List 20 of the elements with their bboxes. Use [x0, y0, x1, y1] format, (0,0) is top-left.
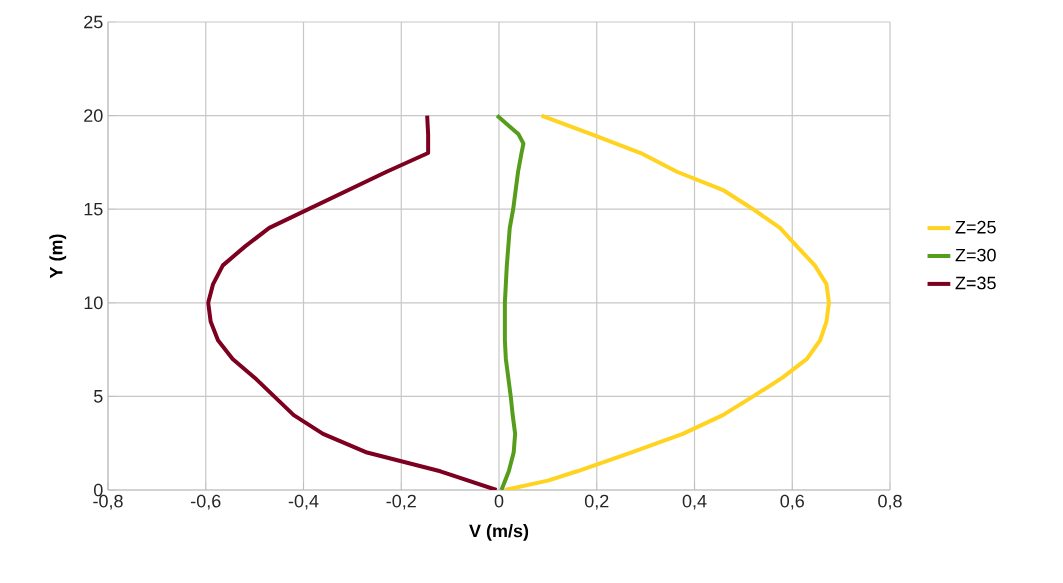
y-tick-label: 5: [93, 390, 103, 403]
y-tick-label: 10: [84, 296, 103, 310]
y-tick-label: 20: [84, 109, 103, 122]
x-tick-label: 0,8: [878, 494, 902, 510]
x-tick-label: 0,4: [682, 494, 707, 510]
y-tick-label: 15: [84, 202, 103, 216]
y-axis-title: Y (m): [49, 234, 67, 279]
x-tick-label: -0,6: [191, 494, 221, 510]
x-axis-title: V (m/s): [469, 524, 529, 541]
line-series: [495, 113, 526, 490]
x-tick-label: -0,4: [288, 494, 319, 510]
y-tick-label: 25: [84, 15, 103, 29]
legend-label: Z=25: [955, 220, 996, 234]
x-tick-label: 0,6: [780, 494, 804, 510]
legend-label: Z=35: [955, 276, 996, 290]
legend-label: Z=30: [955, 248, 996, 262]
line-series: [502, 113, 831, 490]
x-tick-label: 0,2: [584, 494, 609, 510]
x-tick-label: -0,2: [386, 494, 416, 510]
x-tick-label: 0: [494, 494, 504, 508]
